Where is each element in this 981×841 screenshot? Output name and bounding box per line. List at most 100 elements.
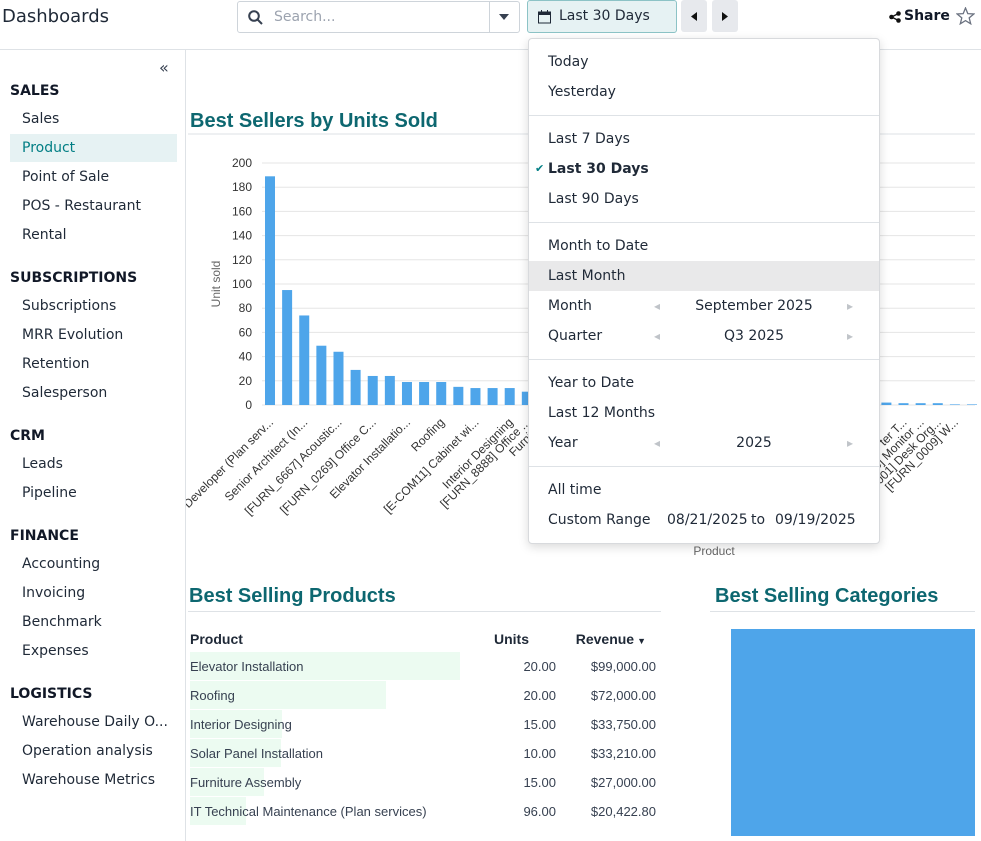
bar (367, 375, 378, 405)
menu-item[interactable]: Last 7 Days (529, 124, 879, 154)
nav-item[interactable]: MRR Evolution (22, 327, 124, 343)
bar-chart: Best Sellers by Units Sold 0 20 40 60 80 100 12… (186, 110, 977, 558)
menu-item-label: Year to Date (548, 375, 635, 391)
units: 20.00 (523, 688, 556, 703)
categories-pie (731, 629, 975, 836)
nav-item[interactable]: Pipeline (22, 485, 77, 501)
menu-item[interactable]: ✔ Last 30 Days (529, 154, 879, 184)
next-icon[interactable]: ▸ (847, 329, 854, 343)
prev-icon[interactable]: ◂ (654, 299, 661, 313)
next-period-button[interactable] (712, 0, 738, 32)
menu-item[interactable]: Month ◂ September 2025 ▸ (529, 291, 879, 321)
nav-item[interactable]: Leads (22, 456, 63, 472)
y-tick-label: 20 (239, 374, 253, 388)
menu-item-label: Quarter (548, 328, 603, 344)
y-tick-label: 180 (232, 180, 252, 194)
period-value: Q3 2025 (723, 328, 784, 344)
collapse-button[interactable]: « (159, 58, 169, 77)
menu-item[interactable]: Year ◂ 2025 ▸ (529, 428, 879, 458)
menu-item-label: Year (548, 435, 578, 451)
nav-item[interactable]: Benchmark (22, 614, 102, 630)
bar (419, 382, 430, 405)
nav-item[interactable]: Warehouse Metrics (22, 772, 156, 788)
column-header[interactable]: Revenue ▼ (576, 631, 646, 647)
menu-item[interactable]: Today (529, 47, 879, 77)
product-name: Roofing (190, 688, 235, 703)
search-toggle[interactable] (489, 2, 520, 32)
y-tick-label: 60 (239, 325, 253, 339)
units: 20.00 (523, 659, 556, 674)
menu-item-label: Last 7 Days (548, 131, 630, 147)
share-label: Share (904, 8, 950, 24)
bar (282, 290, 293, 405)
app-title: Dashboards (2, 6, 110, 27)
prev-icon[interactable]: ◂ (654, 329, 661, 343)
bar (453, 386, 464, 405)
prev-icon[interactable]: ◂ (654, 436, 661, 450)
date-filter-button[interactable]: Last 30 Days (527, 0, 677, 33)
nav-item[interactable]: Salesperson (22, 385, 108, 401)
check-icon: ✔ (535, 162, 545, 175)
next-icon[interactable]: ▸ (847, 436, 854, 450)
range-from[interactable]: 08/21/2025 (667, 512, 748, 528)
bar (299, 315, 310, 405)
units: 96.00 (523, 804, 556, 819)
nav-item[interactable]: Warehouse Daily O... (22, 714, 168, 730)
menu-item-label: Custom Range (548, 512, 651, 528)
bar (265, 176, 275, 405)
nav-item[interactable]: Invoicing (22, 585, 86, 601)
table-title: Best Selling Products (189, 585, 396, 607)
nav-item[interactable]: POS - Restaurant (22, 198, 141, 214)
nav-item[interactable]: Expenses (22, 643, 89, 659)
nav-item[interactable]: Point of Sale (22, 169, 110, 185)
bar (470, 388, 481, 405)
nav-item[interactable]: Sales (22, 111, 60, 127)
section-title: CRM (10, 428, 45, 444)
bar (932, 403, 943, 405)
nav-item[interactable]: Retention (22, 356, 90, 372)
title-rule (710, 611, 975, 612)
nav-item[interactable]: Product (10, 134, 177, 162)
products-table: Product Units Revenue ▼ Elevator Installatio… (186, 625, 666, 836)
nav-item[interactable]: Accounting (22, 556, 101, 572)
bar (504, 388, 515, 405)
search-box[interactable]: Search... (237, 1, 520, 33)
column-header-label: Revenue (575, 631, 635, 647)
next-icon[interactable]: ▸ (847, 299, 854, 313)
share-icon (889, 11, 901, 23)
product-name: IT Technical Maintenance (Plan services) (190, 804, 427, 819)
favorite-star[interactable] (956, 7, 975, 25)
revenue: $27,000.00 (590, 775, 656, 790)
nav-item[interactable]: Rental (22, 227, 67, 243)
date-filter-label: Last 30 Days (559, 8, 650, 24)
menu-item[interactable]: Year to Date (529, 368, 879, 398)
menu-item-label: Month to Date (548, 238, 649, 254)
section-title: FINANCE (10, 528, 79, 544)
units: 10.00 (523, 746, 556, 761)
bar (487, 388, 498, 405)
menu-item[interactable]: Last Month (529, 261, 879, 291)
menu-item[interactable]: Last 12 Months (529, 398, 879, 428)
revenue: $33,210.00 (590, 746, 656, 761)
search-icon (248, 10, 263, 25)
product-name: Elevator Installation (190, 659, 304, 674)
menu-item[interactable]: Month to Date (529, 231, 879, 261)
nav-item[interactable]: Subscriptions (22, 298, 117, 314)
caret-icon (499, 14, 509, 20)
chart-title: Best Sellers by Units Sold (190, 110, 438, 132)
nav-item[interactable]: Operation analysis (22, 743, 153, 759)
menu-item[interactable]: Quarter ◂ Q3 2025 ▸ (529, 321, 879, 351)
menu-item-label: Last 30 Days (548, 161, 649, 177)
menu-item-label: Last 12 Months (548, 405, 656, 421)
section-title: SALES (10, 83, 60, 99)
menu-item[interactable]: All time (529, 475, 879, 505)
separator (529, 115, 879, 116)
menu-item[interactable]: Last 90 Days (529, 184, 879, 214)
y-tick-label: 80 (239, 301, 253, 315)
bar (333, 351, 344, 405)
previous-period-button[interactable] (681, 0, 707, 32)
range-to[interactable]: 09/19/2025 (775, 512, 856, 528)
menu-item-label: Last 90 Days (548, 191, 639, 207)
menu-item[interactable]: Custom Range 08/21/2025 to 09/19/2025 (529, 505, 879, 535)
menu-item[interactable]: Yesterday (529, 77, 879, 107)
